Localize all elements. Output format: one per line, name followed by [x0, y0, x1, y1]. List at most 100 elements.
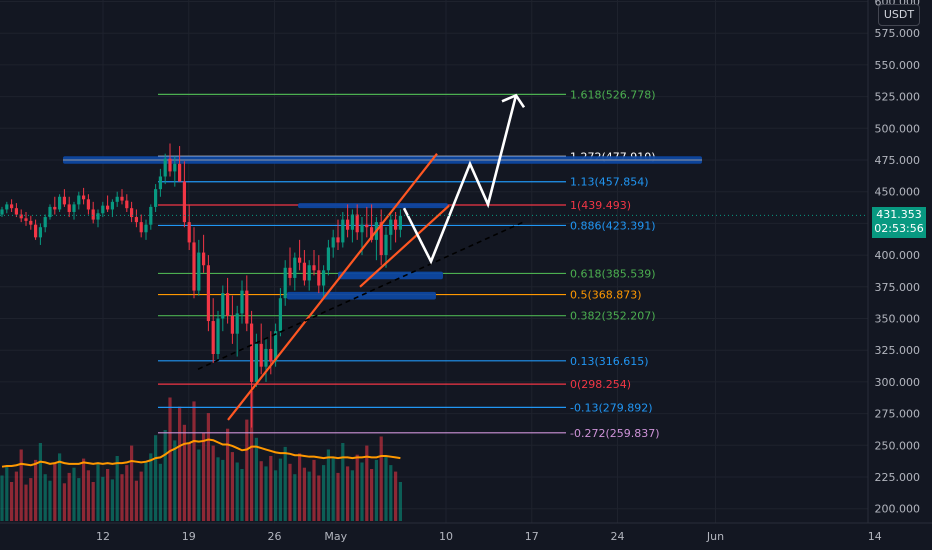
candle-body [317, 270, 321, 286]
volume-bar [101, 476, 105, 521]
volume-bar [374, 459, 378, 521]
volume-bar [379, 436, 383, 521]
candle-body [125, 200, 129, 209]
volume-bar [288, 463, 292, 521]
volume-bar [182, 424, 186, 521]
candle-body [250, 323, 254, 382]
volume-bar [48, 480, 52, 521]
y-tick-label: 575.000 [875, 27, 921, 40]
volume-bar [163, 430, 167, 521]
candle-body [389, 219, 393, 235]
candle-body [163, 158, 167, 177]
x-tick-label: 17 [525, 530, 539, 543]
volume-bar [221, 459, 225, 521]
fib-level-label: 0.13(316.615) [570, 355, 649, 368]
volume-bar [82, 458, 86, 521]
volume-bar [254, 437, 258, 521]
candle-body [360, 224, 364, 233]
candle-body [96, 213, 100, 220]
candle-body [226, 293, 230, 316]
candle-body [10, 204, 14, 209]
volume-bar [250, 391, 254, 521]
candle-body [19, 214, 23, 219]
candle-body [240, 290, 244, 314]
candle-body [230, 315, 234, 334]
candle-body [202, 252, 206, 266]
trendline-secondary [359, 204, 450, 288]
volume-bar [67, 472, 71, 521]
candle-body [245, 290, 249, 324]
candle-body [110, 201, 114, 210]
volume-bar [14, 471, 18, 521]
volume-bar [72, 467, 76, 521]
volume-bar [283, 446, 287, 521]
candle-body [5, 204, 9, 210]
currency-badge[interactable]: USDT [878, 4, 920, 26]
volume-bar [370, 469, 374, 521]
candle-body [192, 242, 196, 291]
candle-body [274, 331, 278, 362]
volume-bar [5, 466, 9, 521]
volume-bar [86, 470, 90, 521]
volume-bar [235, 462, 239, 521]
candle-body [379, 222, 383, 256]
candle-body [106, 205, 110, 210]
candle-body [82, 195, 86, 200]
fib-level-label: 0.886(423.391) [570, 219, 656, 232]
candle-body [144, 224, 148, 233]
trendline-dashed [197, 220, 527, 370]
y-tick-label: 200.000 [875, 503, 921, 516]
volume-bar [144, 461, 148, 521]
volume-bar [322, 465, 326, 521]
y-tick-label: 250.000 [875, 439, 921, 452]
volume-bar [106, 469, 110, 521]
candle-body [398, 215, 402, 230]
volume-bar [360, 462, 364, 521]
candle-body [139, 222, 143, 233]
volume-bar [187, 443, 191, 521]
projection-arrowhead [501, 93, 526, 109]
volume-bar [206, 413, 210, 521]
highlight-band [338, 271, 443, 280]
candle-body [130, 208, 134, 218]
candle-body [72, 204, 76, 212]
highlight-band [298, 203, 448, 209]
volume-bar [125, 465, 129, 521]
volume-bar [341, 443, 345, 521]
last-price-value: 431.353 [876, 208, 922, 221]
volume-bar [197, 449, 201, 521]
volume-bar [91, 482, 95, 521]
candle-body [254, 343, 258, 382]
candle-body [182, 181, 186, 223]
volume-bar [384, 456, 388, 521]
candle-body [293, 257, 297, 278]
y-axis-pane [868, 0, 932, 550]
x-tick-label: 24 [611, 530, 625, 543]
y-tick-label: 300.000 [875, 376, 921, 389]
volume-bar [350, 470, 354, 521]
volume-bar [269, 456, 273, 521]
fib-level-label: 0.5(368.873) [570, 289, 642, 302]
volume-bar [264, 466, 268, 521]
volume-bar [293, 474, 297, 521]
candle-body [43, 217, 47, 228]
candle-body [173, 163, 177, 172]
candle-body [235, 313, 239, 334]
fib-level-label: 0.382(352.207) [570, 310, 656, 323]
candle-body [0, 209, 4, 215]
candle-body [384, 234, 388, 256]
volume-bar [245, 419, 249, 521]
volume-bar [298, 453, 302, 521]
candle-body [312, 265, 316, 271]
volume-bar [278, 458, 282, 521]
y-tick-label: 275.000 [875, 408, 921, 421]
volume-bar [168, 397, 172, 521]
fib-level-label: 0(298.254) [570, 378, 631, 391]
candle-body [62, 196, 66, 205]
x-tick-label: 19 [182, 530, 196, 543]
last-price-tag: 431.353 02:53:56 [872, 207, 926, 238]
candle-body [91, 209, 95, 220]
candle-body [154, 189, 158, 207]
